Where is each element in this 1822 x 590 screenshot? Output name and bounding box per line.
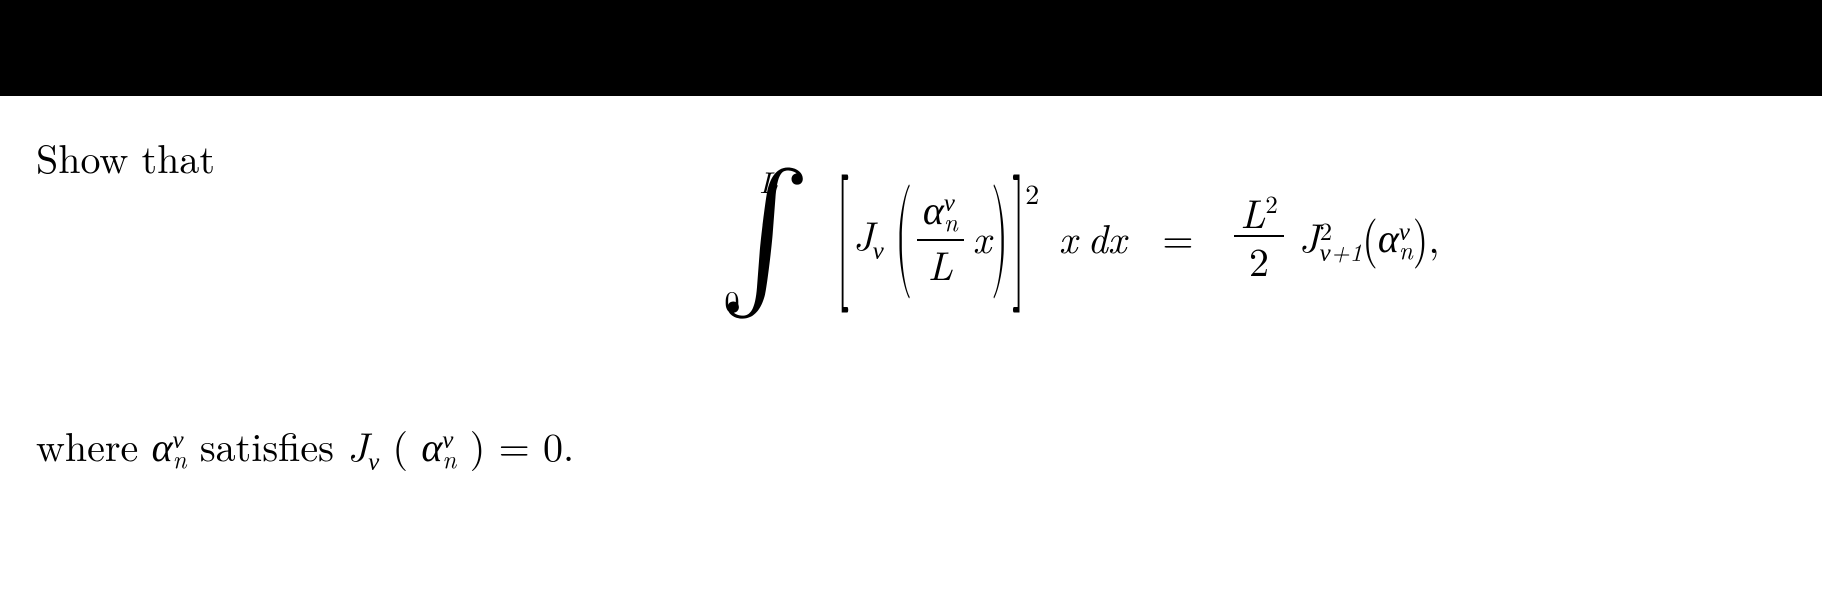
intro-text: Show that <box>36 128 215 185</box>
rhs-fraction: L2 2 <box>1234 191 1284 281</box>
bessel-J-right: J2ν+1 <box>1299 207 1363 265</box>
equals-zero: = 0. <box>485 416 574 473</box>
condition-line: where ανn satisfies Jν ( ανn ) = 0. <box>36 416 574 478</box>
rhs-alpha: ανn <box>1378 207 1413 264</box>
integral-symbol: L ∫ 0 <box>720 168 810 304</box>
integral-lower-limit: 0 <box>725 278 740 321</box>
bracket-exponent: 2 <box>1025 173 1039 213</box>
where-word: where <box>36 416 152 473</box>
integral-upper-limit: L <box>759 159 778 202</box>
cond-bessel: Jν <box>347 416 392 473</box>
inner-x: x <box>973 208 992 265</box>
display-equation: L ∫ 0 [ Jν ( ανn L x ) ] 2 <box>720 168 1439 304</box>
cond-alpha-2: ανn <box>408 416 470 473</box>
show-that-label: Show that <box>36 128 215 185</box>
inner-fraction: ανn L <box>917 187 964 285</box>
bessel-J-left: Jν <box>853 205 885 267</box>
satisfies-word: satisfies <box>200 416 347 473</box>
top-black-bar <box>0 0 1822 96</box>
equals-sign: = <box>1162 208 1193 265</box>
document-body: Show that L ∫ 0 [ Jν ( ανn <box>0 96 1822 590</box>
integrand-tail: xdx <box>1059 208 1127 265</box>
cond-alpha: ανn <box>152 416 200 473</box>
trailing-comma: , <box>1428 208 1439 265</box>
